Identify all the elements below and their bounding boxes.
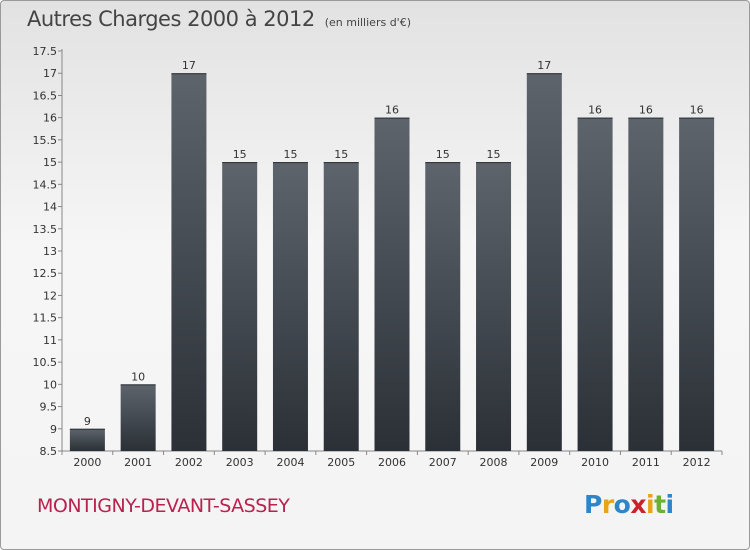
y-tick-label: 16 bbox=[43, 112, 57, 125]
logo-letter: i bbox=[646, 490, 655, 519]
bar bbox=[222, 162, 258, 451]
bar-value-label: 17 bbox=[182, 59, 196, 72]
y-tick-label: 15.5 bbox=[33, 134, 58, 147]
x-tick-label: 2012 bbox=[683, 456, 711, 469]
bar bbox=[171, 73, 207, 451]
chart-title: Autres Charges 2000 à 2012 (en milliers d… bbox=[27, 7, 411, 31]
proxiti-logo: Proxiti bbox=[584, 490, 674, 519]
x-tick-label: 2002 bbox=[175, 456, 203, 469]
y-tick-label: 9.5 bbox=[40, 401, 58, 414]
x-tick-label: 2005 bbox=[327, 456, 355, 469]
bar-value-label: 16 bbox=[385, 104, 399, 117]
bar bbox=[374, 117, 410, 452]
y-tick-label: 10 bbox=[43, 378, 57, 391]
logo-letter: P bbox=[584, 490, 602, 519]
bar bbox=[120, 384, 156, 451]
bar bbox=[69, 428, 105, 451]
x-tick-label: 2004 bbox=[276, 456, 304, 469]
bar bbox=[577, 117, 613, 452]
bar bbox=[679, 117, 715, 452]
x-tick-label: 2001 bbox=[124, 456, 152, 469]
bar-value-label: 15 bbox=[283, 148, 297, 161]
bar-value-label: 16 bbox=[588, 104, 602, 117]
place-name: MONTIGNY-DEVANT-SASSEY bbox=[37, 495, 290, 517]
x-tick-label: 2003 bbox=[226, 456, 254, 469]
logo-letter: x bbox=[630, 490, 646, 519]
y-tick-label: 12.5 bbox=[33, 267, 58, 280]
bar bbox=[628, 117, 664, 452]
bar-value-label: 15 bbox=[487, 148, 501, 161]
logo-letter: t bbox=[654, 490, 666, 519]
title-unit: (en milliers d'€) bbox=[324, 16, 411, 29]
x-tick-label: 2007 bbox=[429, 456, 457, 469]
y-tick-label: 11.5 bbox=[33, 312, 58, 325]
y-tick-label: 11 bbox=[43, 334, 57, 347]
y-tick-label: 13 bbox=[43, 245, 57, 258]
title-text: Autres Charges 2000 à 2012 bbox=[27, 7, 315, 31]
logo-letter: o bbox=[613, 490, 631, 519]
logo-letter: i bbox=[665, 490, 675, 519]
y-tick-label: 12 bbox=[43, 289, 57, 302]
y-tick-label: 15 bbox=[43, 156, 57, 169]
bar-value-label: 15 bbox=[334, 148, 348, 161]
logo-letter: r bbox=[601, 490, 614, 519]
bar bbox=[526, 73, 562, 451]
bar-value-label: 10 bbox=[131, 370, 145, 383]
y-tick-label: 14.5 bbox=[33, 178, 58, 191]
y-tick-label: 9 bbox=[50, 423, 57, 436]
x-tick-label: 2000 bbox=[73, 456, 101, 469]
x-tick-label: 2011 bbox=[632, 456, 660, 469]
bar-value-label: 9 bbox=[84, 415, 91, 428]
bar-value-label: 17 bbox=[537, 59, 551, 72]
bar-value-label: 15 bbox=[436, 148, 450, 161]
bar-value-label: 15 bbox=[233, 148, 247, 161]
y-tick-label: 14 bbox=[43, 201, 57, 214]
bar bbox=[425, 162, 461, 451]
bar-value-label: 16 bbox=[690, 104, 704, 117]
y-tick-label: 17 bbox=[43, 67, 57, 80]
y-tick-label: 8.5 bbox=[40, 445, 58, 458]
y-tick-label: 17.5 bbox=[33, 45, 58, 58]
y-tick-label: 16.5 bbox=[33, 89, 58, 102]
bar bbox=[272, 162, 308, 451]
y-tick-label: 10.5 bbox=[33, 356, 58, 369]
x-tick-label: 2008 bbox=[480, 456, 508, 469]
bar bbox=[476, 162, 512, 451]
y-tick-label: 13.5 bbox=[33, 223, 58, 236]
bar-value-label: 16 bbox=[639, 104, 653, 117]
bar bbox=[323, 162, 359, 451]
x-tick-label: 2009 bbox=[530, 456, 558, 469]
x-tick-label: 2010 bbox=[581, 456, 609, 469]
x-tick-label: 2006 bbox=[378, 456, 406, 469]
